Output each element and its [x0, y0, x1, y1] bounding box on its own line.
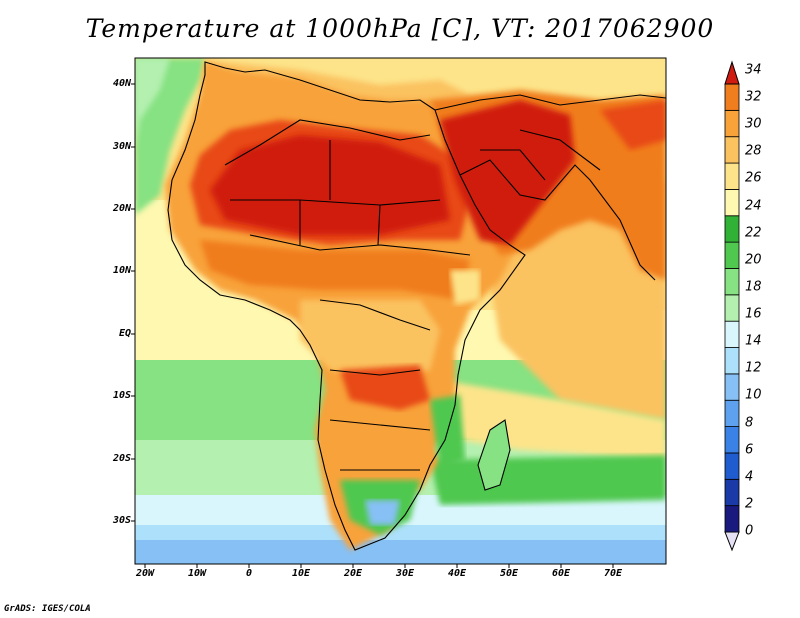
lon-label: 50E: [499, 568, 519, 579]
plot-frame: [134, 57, 667, 565]
colorbar-segment: [724, 347, 740, 375]
colorbar-segment: [724, 452, 740, 480]
colorbar-tick-label: 26: [745, 170, 762, 186]
lat-label: 30S: [112, 515, 131, 526]
colorbar-tick-label: 18: [745, 279, 762, 295]
lat-label: 30N: [112, 141, 131, 152]
axis-ticks: [131, 83, 614, 568]
lon-label: 70E: [603, 568, 623, 579]
colorbar-segment: [724, 294, 740, 322]
colorbar-tick-label: 14: [745, 333, 762, 349]
colorbar-segment: [724, 320, 740, 348]
colorbar-tick-label: 8: [745, 415, 754, 431]
colorbar: [724, 60, 740, 552]
lat-label: 20S: [112, 453, 131, 464]
lat-label: 10S: [112, 390, 131, 401]
colorbar-high-arrow: [724, 60, 740, 85]
lon-label: 20W: [135, 568, 155, 579]
colorbar-tick-label: 10: [745, 387, 762, 403]
colorbar-tick-label: 34: [745, 62, 762, 78]
lon-label: 40E: [447, 568, 467, 579]
colorbar-segment: [724, 399, 740, 427]
colorbar-segment: [724, 426, 740, 454]
lon-label: 0: [245, 568, 253, 579]
lat-label: 40N: [112, 78, 131, 89]
colorbar-segment: [724, 268, 740, 296]
colorbar-tick-label: 22: [745, 225, 762, 241]
lon-label: 10E: [291, 568, 311, 579]
colorbar-tick-label: 28: [745, 143, 762, 159]
colorbar-segment: [724, 109, 740, 138]
colorbar-segment: [724, 189, 740, 217]
colorbar-segment: [724, 241, 740, 269]
colorbar-segment: [724, 215, 740, 243]
colorbar-tick-label: 16: [745, 306, 762, 322]
lon-label: 10W: [187, 568, 207, 579]
colorbar-tick-label: 4: [745, 469, 754, 485]
colorbar-tick-label: 6: [745, 442, 754, 458]
lat-label: 20N: [112, 203, 131, 214]
colorbar-tick-label: 0: [745, 523, 754, 539]
colorbar-segment: [724, 136, 740, 164]
colorbar-tick-label: 12: [745, 360, 762, 376]
lat-label: 10N: [112, 265, 131, 276]
colorbar-low-arrow: [724, 531, 740, 552]
colorbar-segment: [724, 505, 740, 533]
colorbar-tick-label: 20: [745, 252, 762, 268]
map-title: Temperature at 1000hPa [C], VT: 20170629…: [85, 14, 715, 43]
lon-label: 60E: [551, 568, 571, 579]
colorbar-tick-label: 2: [745, 496, 754, 512]
colorbar-segment: [724, 83, 740, 111]
lon-label: 20E: [343, 568, 363, 579]
colorbar-segment: [724, 478, 740, 507]
colorbar-tick-label: 30: [745, 116, 762, 132]
lat-label: EQ: [118, 328, 131, 339]
colorbar-tick-label: 24: [745, 198, 762, 214]
colorbar-segment: [724, 162, 740, 190]
colorbar-tick-label: 32: [745, 89, 762, 105]
coastlines: [167, 61, 666, 551]
credit-text: GrADS: IGES/COLA: [4, 604, 91, 614]
colorbar-segment: [724, 373, 740, 401]
temperature-field: [135, 58, 666, 564]
lon-label: 30E: [395, 568, 415, 579]
